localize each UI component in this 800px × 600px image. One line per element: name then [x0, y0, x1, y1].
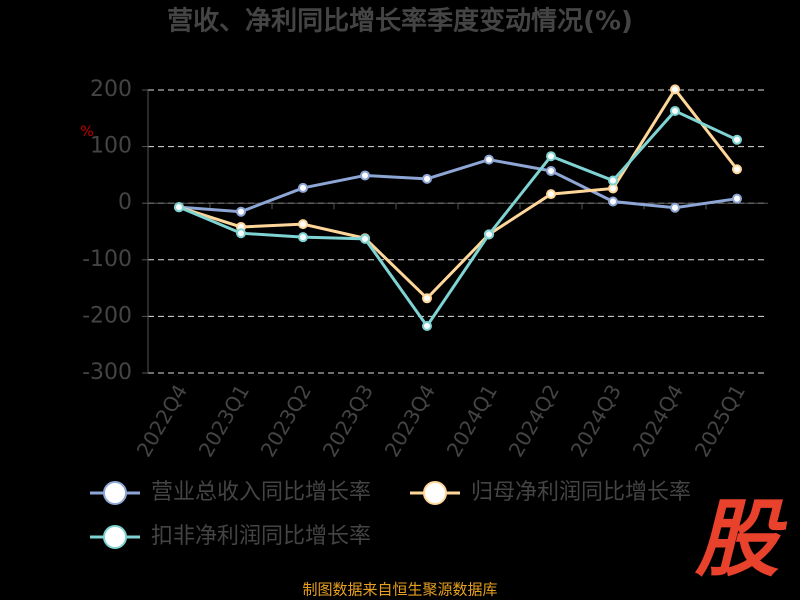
- series-line: [178, 158, 738, 214]
- legend-marker: [423, 481, 447, 505]
- y-tick-label: -200: [82, 303, 132, 328]
- legend-label: 扣非净利润同比增长率: [151, 524, 371, 549]
- chart-title: 营收、净利同比增长率季度变动情况(%): [167, 6, 633, 37]
- y-tick-label: 200: [90, 77, 132, 102]
- data-point: [732, 193, 742, 204]
- data-point: [546, 151, 556, 162]
- data-point: [608, 196, 618, 207]
- data-point: [484, 229, 494, 240]
- data-point: [484, 154, 494, 165]
- data-point: [298, 182, 308, 193]
- data-point: [608, 175, 618, 186]
- y-axis-label: %: [80, 124, 93, 140]
- data-point: [670, 105, 680, 116]
- data-point: [422, 293, 432, 304]
- data-point: [422, 173, 432, 184]
- data-point: [608, 183, 618, 194]
- legend-marker: [103, 481, 127, 505]
- data-point: [546, 165, 556, 176]
- y-tick-label: -100: [82, 247, 132, 272]
- data-point: [732, 164, 742, 175]
- data-point: [732, 134, 742, 145]
- data-point: [546, 189, 556, 200]
- series-line: [178, 109, 738, 329]
- data-point: [360, 233, 370, 244]
- data-point: [670, 84, 680, 95]
- data-point: [298, 219, 308, 230]
- legend-marker: [103, 525, 127, 549]
- y-tick-label: 0: [118, 190, 132, 215]
- legend-label: 归母净利润同比增长率: [471, 480, 691, 505]
- legend-label: 营业总收入同比增长率: [151, 480, 371, 505]
- data-point: [422, 321, 432, 332]
- data-point: [236, 228, 246, 239]
- y-tick-label: 100: [90, 134, 132, 159]
- data-point: [360, 170, 370, 181]
- source-note: 制图数据来自恒生聚源数据库: [302, 581, 497, 599]
- data-point: [236, 206, 246, 217]
- logo: 股: [694, 490, 788, 588]
- data-point: [670, 202, 680, 213]
- data-point: [298, 232, 308, 243]
- data-point: [174, 202, 184, 213]
- y-tick-label: -300: [82, 360, 132, 385]
- series-line: [178, 86, 739, 301]
